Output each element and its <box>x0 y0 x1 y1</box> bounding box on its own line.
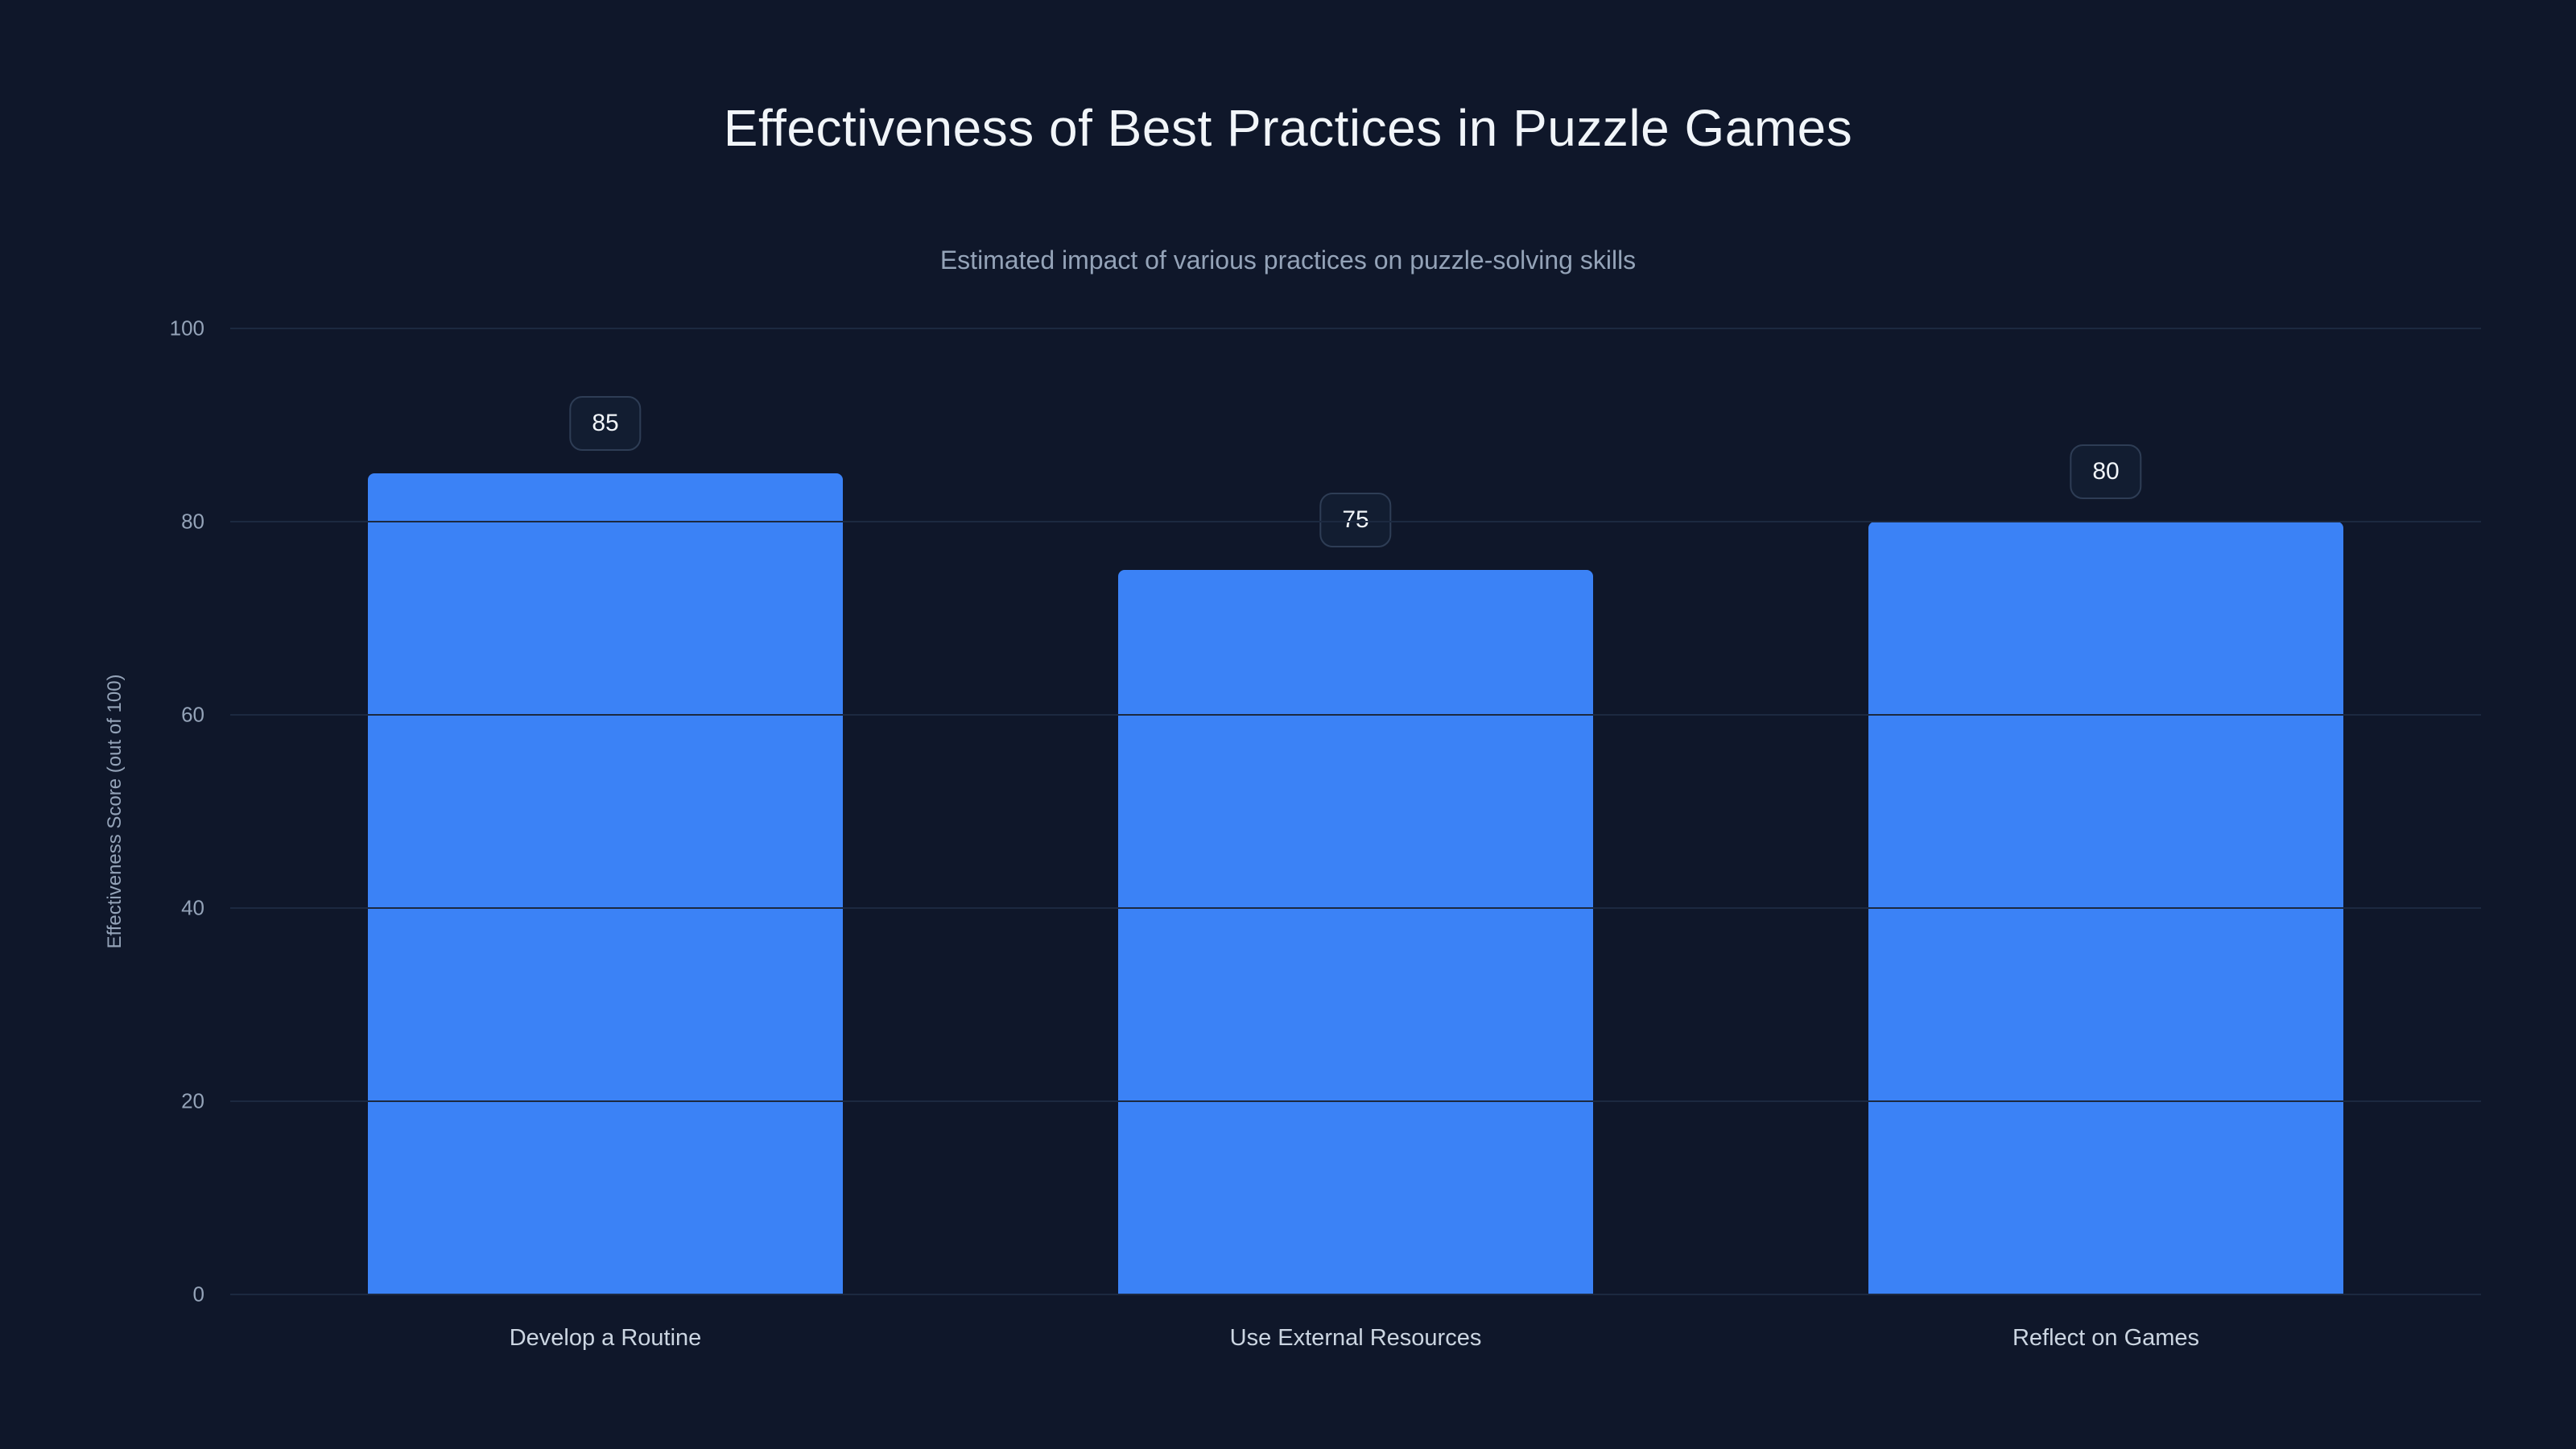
y-tick-label: 60 <box>181 702 204 727</box>
chart-title: Effectiveness of Best Practices in Puzzl… <box>723 99 1853 157</box>
gridline <box>230 1100 2481 1102</box>
gridline <box>230 521 2481 522</box>
value-badge: 80 <box>2070 444 2142 499</box>
bar-group: 80 Reflect on Games <box>1731 328 2481 1351</box>
chart-subtitle: Estimated impact of various practices on… <box>939 246 1637 275</box>
bar-group: 75 Use External Resources <box>980 328 1731 1351</box>
plot-area: 85 Develop a Routine 75 Use External Resour… <box>170 316 2481 1351</box>
x-tick-label: Develop a Routine <box>509 1325 702 1351</box>
gridline <box>230 907 2481 909</box>
y-tick-label: 0 <box>192 1282 204 1307</box>
y-tick-label: 40 <box>181 895 204 920</box>
value-badge: 85 <box>569 396 642 451</box>
gridline <box>230 1294 2481 1295</box>
value-badge: 75 <box>1319 493 1392 547</box>
bar <box>1118 570 1593 1294</box>
y-axis-title: Effectiveness Score (out of 100) <box>104 674 126 949</box>
bars-row: 85 Develop a Routine 75 Use External Resour… <box>230 328 2481 1351</box>
y-tick-label: 20 <box>181 1088 204 1113</box>
bar <box>368 473 843 1294</box>
y-tick-label: 100 <box>169 316 204 341</box>
x-tick-label: Reflect on Games <box>2012 1325 2200 1351</box>
y-tick-label: 80 <box>181 509 204 534</box>
gridline <box>230 714 2481 716</box>
gridline <box>230 328 2481 329</box>
x-tick-label: Use External Resources <box>1229 1325 1482 1351</box>
bar-group: 85 Develop a Routine <box>230 328 980 1351</box>
